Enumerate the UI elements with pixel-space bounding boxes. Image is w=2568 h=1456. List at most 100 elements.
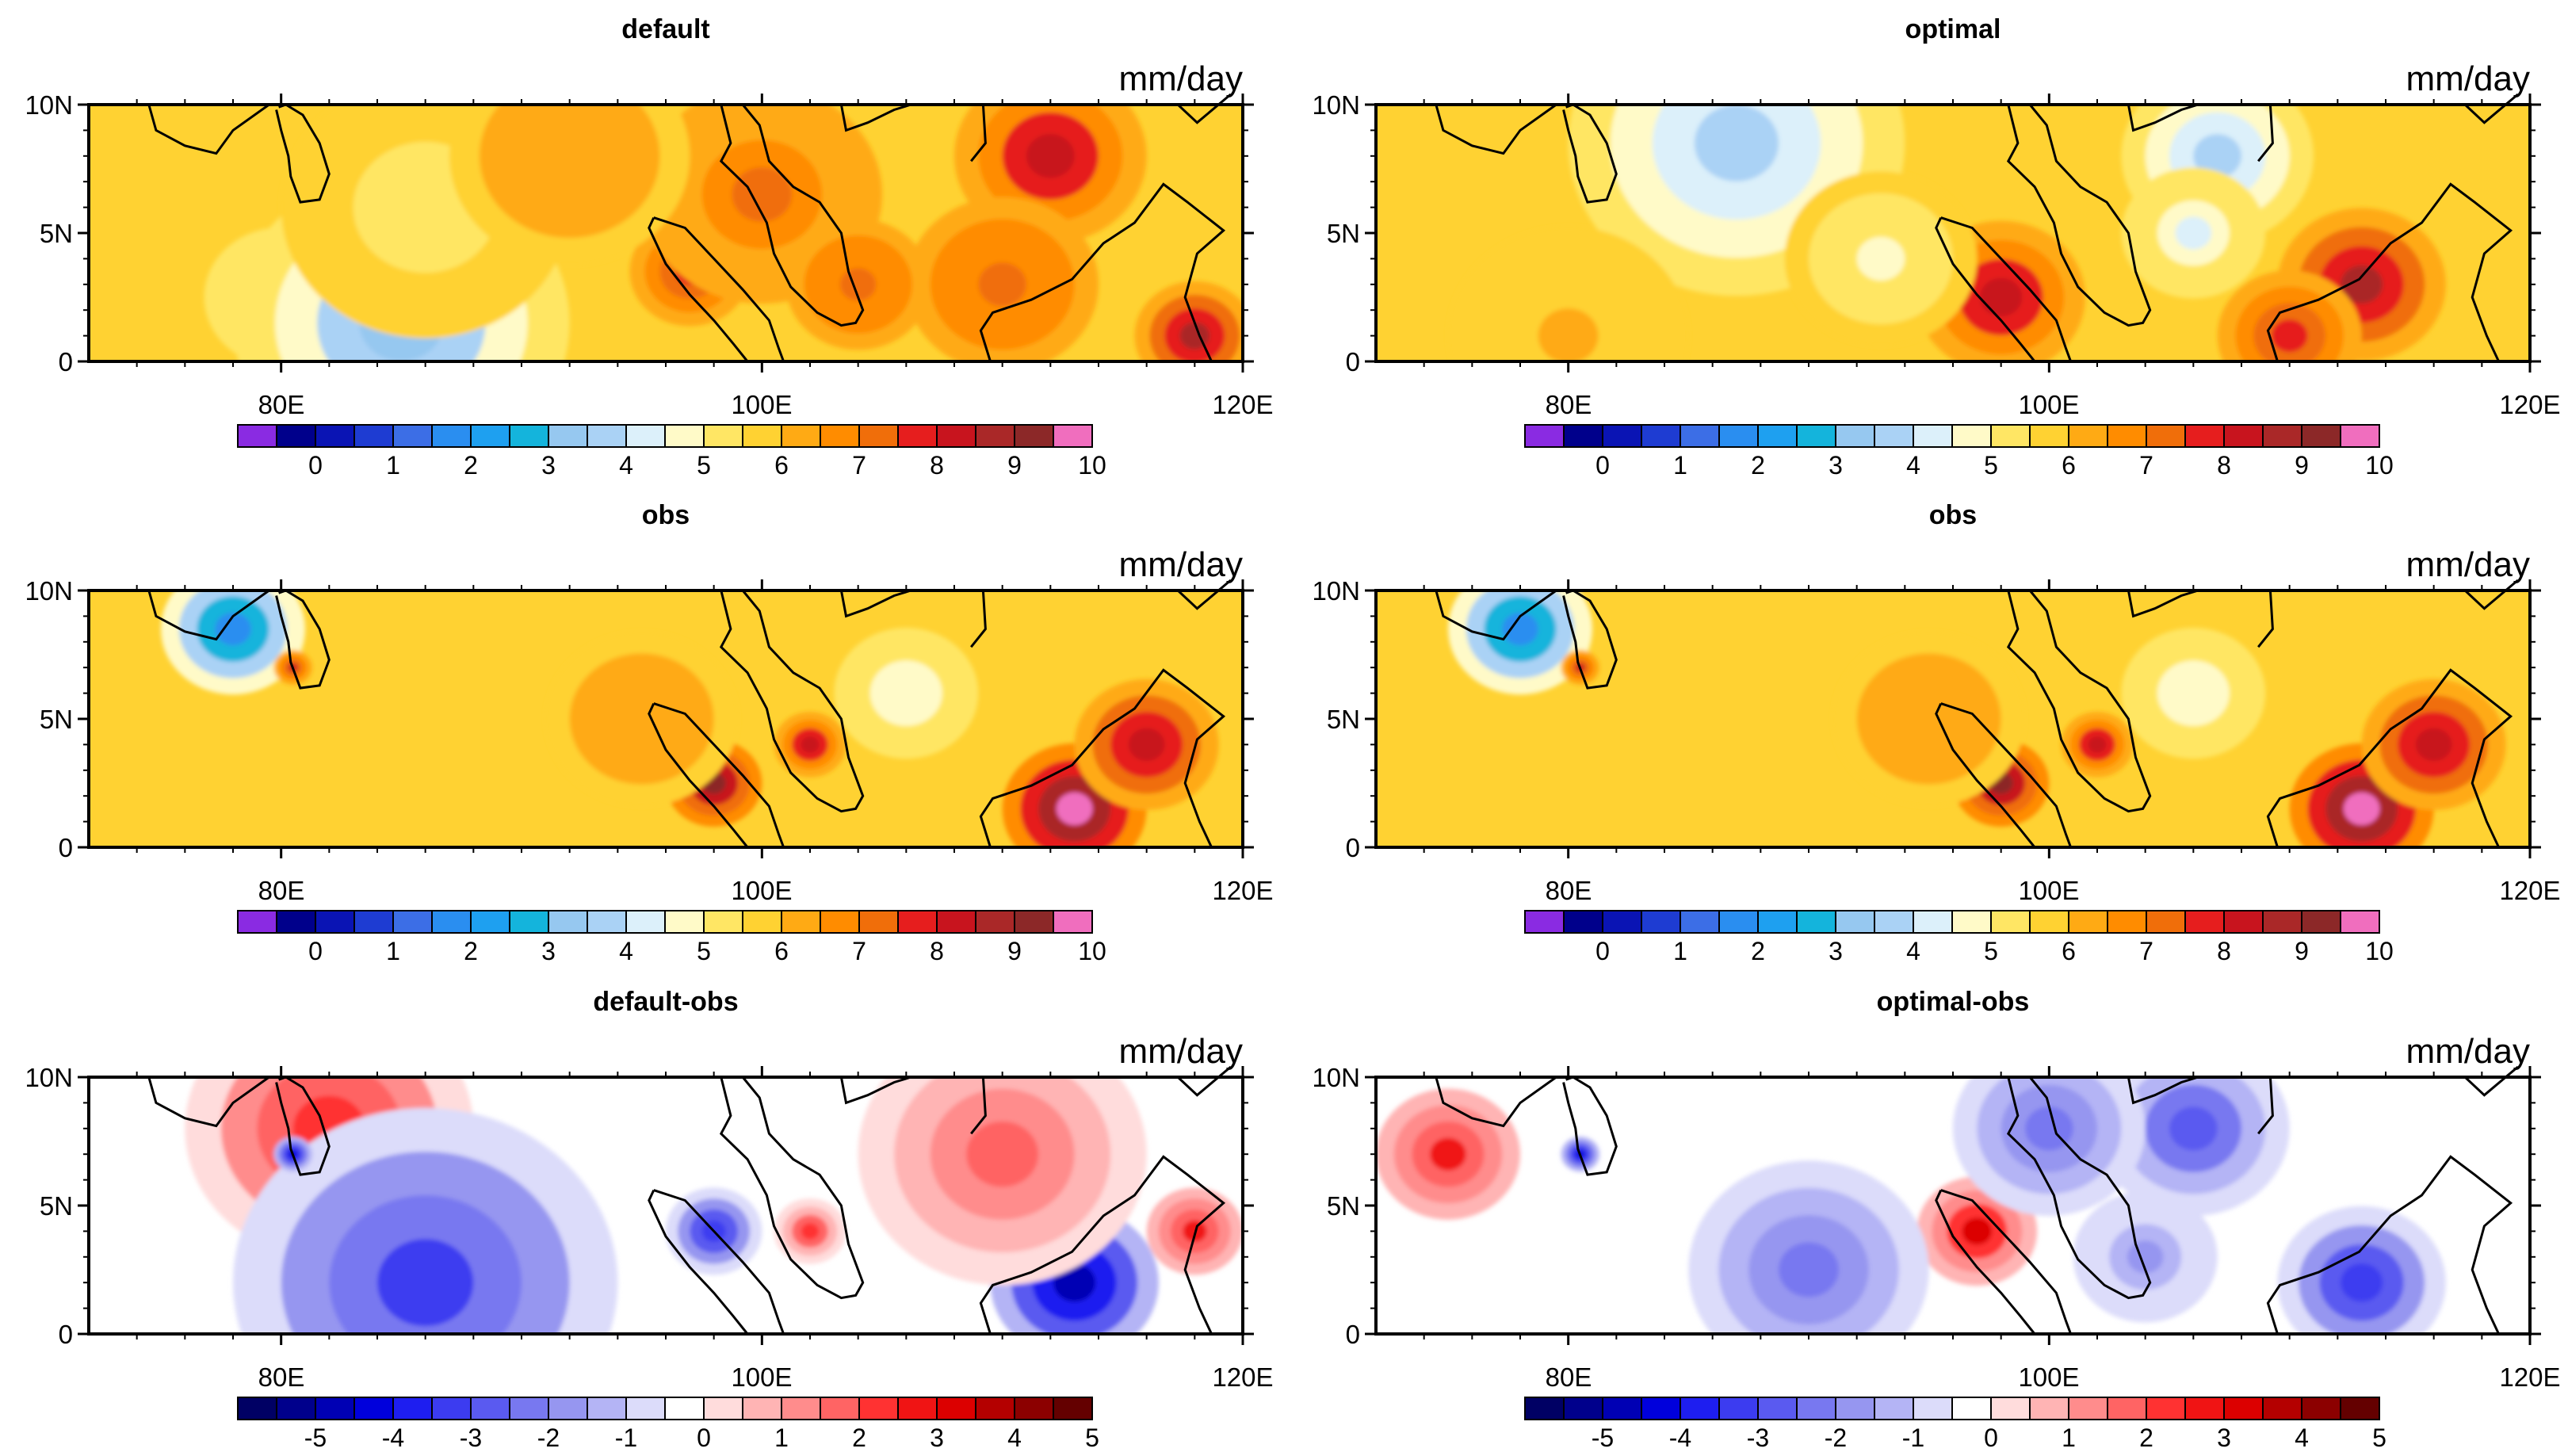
colorbar-box [2068, 424, 2108, 448]
colorbar-label: 1 [2062, 1424, 2076, 1452]
colorbar-label: -5 [304, 1424, 327, 1452]
axis-ticks [1365, 579, 2541, 858]
colorbar-box [1835, 1397, 1875, 1420]
coastline-segment [1562, 589, 1618, 690]
x-tick-120E: 120E [1212, 390, 1273, 419]
colorbar-box [470, 1397, 510, 1420]
units-label: mm/day [1119, 545, 1243, 584]
colorbar-box [703, 910, 743, 934]
colorbar-box [2068, 910, 2108, 934]
units-label: mm/day [2406, 545, 2530, 584]
colorbar-box [1524, 910, 1565, 934]
colorbar-label: 10 [1078, 937, 1106, 965]
colorbar-label: 4 [1906, 937, 1920, 965]
colorbar-label: 2 [2139, 1424, 2153, 1452]
coastline [1435, 93, 2519, 362]
colorbar-box [1796, 424, 1836, 448]
colorbar-box [2184, 424, 2225, 448]
colorbar-box [1913, 910, 1953, 934]
colorbar-box [781, 1397, 821, 1420]
colorbar-label: 3 [1829, 937, 1843, 965]
coastline-segment [970, 1076, 987, 1135]
colorbar-label: 9 [2295, 451, 2309, 480]
coastline-segment [648, 216, 749, 362]
contour-field [89, 590, 1243, 847]
colorbar-box [936, 910, 976, 934]
units-label: mm/day [2406, 59, 2530, 98]
coastline-segment [1940, 1189, 2073, 1335]
colorbar-label: 2 [1751, 451, 1765, 480]
colorbar-label: 9 [1007, 451, 1022, 480]
colorbar-label: 8 [2217, 451, 2231, 480]
contour-band [732, 166, 793, 222]
x-tick-100E: 100E [2018, 390, 2079, 419]
y-tick-0: 0 [1346, 1320, 1360, 1349]
colorbar: -5 -4 -3 -2 -1 0 1 2 3 4 5 [237, 1397, 1099, 1452]
coastline-segment [1435, 103, 1557, 155]
colorbar-box [431, 1397, 472, 1420]
colorbar-box [2301, 1397, 2341, 1420]
colorbar-box [2340, 424, 2380, 448]
colorbar-box [431, 910, 472, 934]
coastline-segment [147, 589, 270, 641]
colorbar-label: -3 [1747, 1424, 1769, 1452]
coastline-segment [839, 589, 911, 618]
colorbar-box [1602, 424, 1642, 448]
axis-ticks [1365, 94, 2541, 373]
colorbar: 0 1 2 3 4 5 6 7 8 9 10 [237, 424, 1106, 480]
axis-ticks [1365, 1066, 2541, 1345]
colorbar-label: 0 [308, 937, 323, 965]
colorbar-box [1990, 910, 2031, 934]
colorbar-label: 10 [1078, 451, 1106, 480]
y-tick-0: 0 [1346, 347, 1360, 376]
colorbar-box [1874, 1397, 1914, 1420]
colorbar-label: 1 [1673, 451, 1687, 480]
colorbar: 0 1 2 3 4 5 6 7 8 9 10 [237, 910, 1106, 965]
colorbar-label: -2 [537, 1424, 560, 1452]
colorbar-box [1680, 424, 1720, 448]
colorbar-label: 1 [774, 1424, 789, 1452]
colorbar-box [548, 910, 588, 934]
x-tick-100E: 100E [2018, 876, 2079, 905]
colorbar-box [858, 910, 899, 934]
panel-title: default [621, 14, 709, 44]
panel-default-obs: default-obs mm/day 80E 100E 120E 0 5N 10… [25, 987, 1273, 1452]
colorbar-box [1951, 424, 1992, 448]
colorbar-label: 0 [308, 451, 323, 480]
panel-optimal-obs: optimal-obs mm/day 80E 100E 120E 0 5N 10… [1312, 987, 2560, 1452]
colorbar-box [353, 1397, 394, 1420]
colorbar-box [587, 910, 627, 934]
colorbar-box [509, 1397, 549, 1420]
contour-band [389, 174, 462, 240]
colorbar-box [1913, 424, 1953, 448]
colorbar-label: -3 [460, 1424, 482, 1452]
colorbar-box [2223, 1397, 2264, 1420]
colorbar-box [2184, 910, 2225, 934]
colorbar-label: -1 [1902, 1424, 1924, 1452]
contour-band [1026, 134, 1075, 178]
colorbar-label: -4 [382, 1424, 404, 1452]
colorbar-label: 4 [1007, 1424, 1022, 1452]
colorbar-label: 3 [541, 937, 556, 965]
colorbar-box [353, 910, 394, 934]
coastline-segment [839, 103, 911, 132]
colorbar: -5 -4 -3 -2 -1 0 1 2 3 4 5 [1524, 1397, 2386, 1452]
colorbar-label: 0 [1595, 451, 1610, 480]
contour-band [617, 697, 667, 741]
colorbar-label: 5 [1085, 1424, 1099, 1452]
colorbar-box [2146, 424, 2186, 448]
colorbar-box [742, 910, 782, 934]
y-tick-10N: 10N [1312, 1063, 1360, 1092]
colorbar-box [1602, 910, 1642, 934]
contour-band [2088, 736, 2107, 753]
colorbar-box [237, 1397, 277, 1420]
x-tick-120E: 120E [1212, 1362, 1273, 1392]
colorbar-box [1053, 424, 1093, 448]
colorbar-box [392, 910, 433, 934]
y-tick-10N: 10N [1312, 90, 1360, 120]
colorbar-box [1524, 424, 1565, 448]
x-tick-120E: 120E [2499, 1362, 2560, 1392]
colorbar-box [1641, 424, 1681, 448]
y-tick-5N: 5N [1327, 1191, 1360, 1221]
